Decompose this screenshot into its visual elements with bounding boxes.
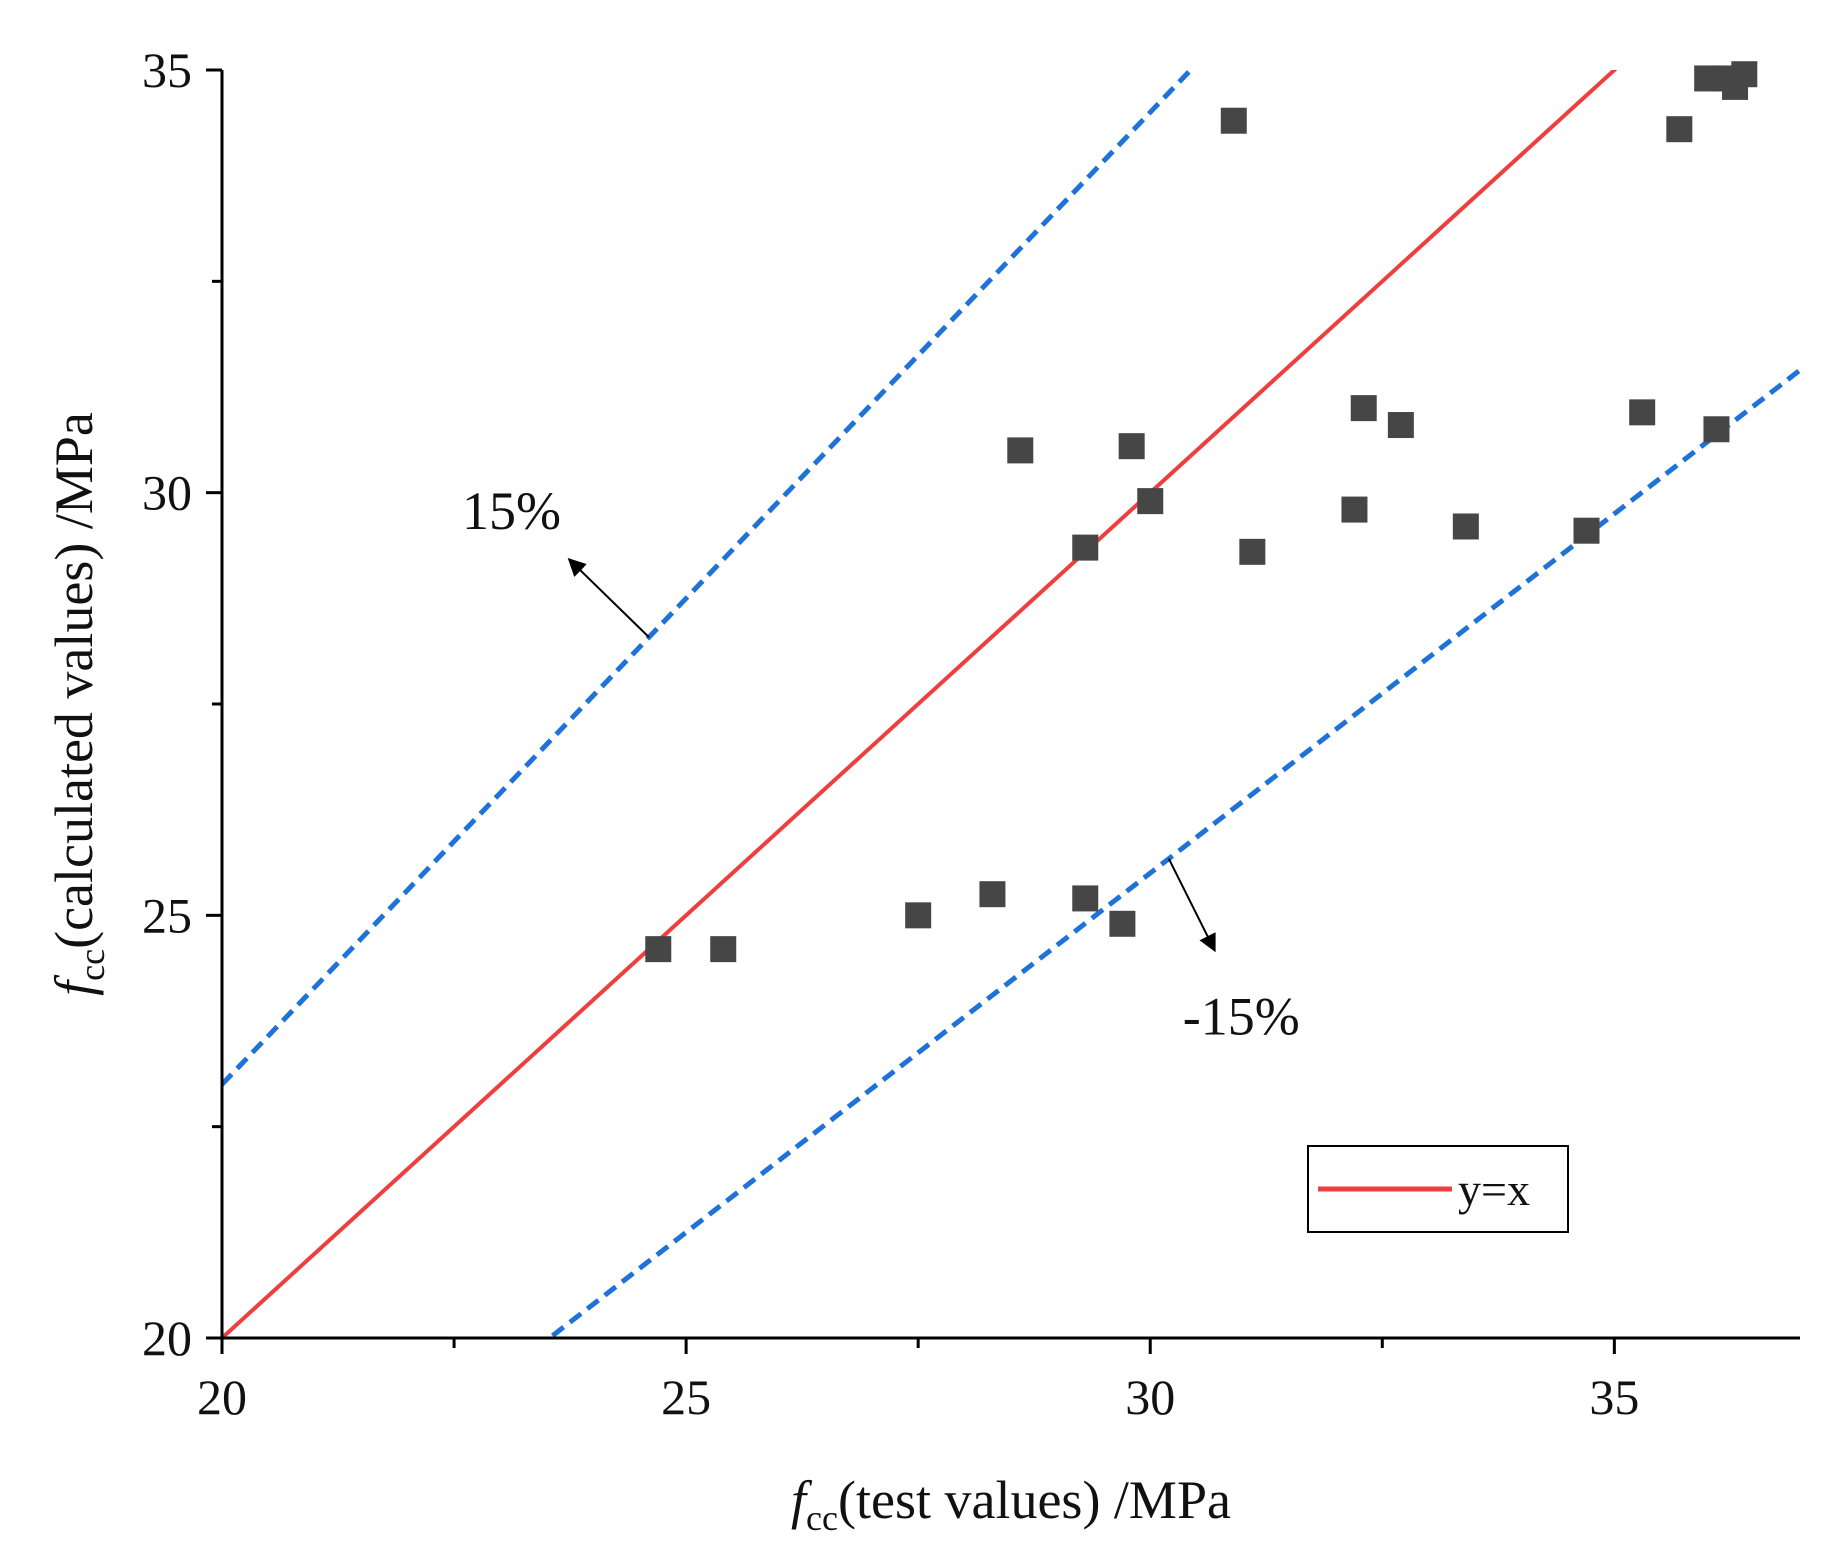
- reference-lines: [222, 70, 1800, 1338]
- identity-line: [222, 70, 1618, 1338]
- data-point: [710, 936, 737, 963]
- x-tick-label: 20: [197, 1369, 247, 1425]
- y-axis-title: fcc(calculated values) /MPa: [44, 412, 112, 996]
- y-axis-title-text: (calculated values) /MPa: [44, 412, 104, 949]
- data-points: [645, 61, 1758, 963]
- data-point: [1350, 395, 1377, 422]
- x-tick-label: 25: [661, 1369, 711, 1425]
- data-point: [1109, 910, 1136, 937]
- data-point: [1387, 412, 1414, 439]
- axes: 20 25 30 35 20 25 30 35: [142, 42, 1800, 1425]
- annotation-lower-arrow: [1167, 858, 1216, 953]
- x-tick-label: 30: [1125, 1369, 1175, 1425]
- data-point: [1239, 538, 1266, 565]
- data-point: [1341, 496, 1368, 523]
- x-axis-title-subscript: cc: [806, 1498, 838, 1538]
- annotation-lower-label: -15%: [1183, 987, 1300, 1047]
- data-point: [979, 881, 1006, 908]
- y-axis-title-subscript: cc: [72, 949, 112, 981]
- data-point: [1629, 399, 1656, 426]
- y-tick-label: 25: [142, 887, 192, 943]
- y-axis-ticks: 20 25 30 35: [142, 42, 222, 1366]
- y-tick-label: 20: [142, 1310, 192, 1366]
- data-point: [645, 936, 672, 963]
- annotation-lower: -15%: [1167, 858, 1300, 1047]
- data-point: [1731, 61, 1758, 88]
- data-point: [1072, 885, 1099, 912]
- x-axis-title-text: (test values) /MPa: [838, 1470, 1231, 1530]
- data-point: [1137, 488, 1164, 515]
- data-point: [1452, 513, 1479, 540]
- legend-label-identity: y=x: [1458, 1164, 1530, 1215]
- upper-bound-line: [222, 70, 1195, 1087]
- lower-bound-line: [545, 368, 1800, 1338]
- data-point: [1220, 107, 1247, 134]
- y-tick-label: 35: [142, 42, 192, 98]
- data-point: [1666, 116, 1693, 143]
- data-point: [905, 902, 932, 929]
- x-axis-ticks: 20 25 30 35: [197, 1338, 1639, 1425]
- annotation-upper-arrow: [567, 557, 650, 638]
- legend: y=x: [1307, 1145, 1569, 1233]
- data-point: [1118, 433, 1145, 460]
- x-tick-label: 35: [1589, 1369, 1639, 1425]
- data-point: [1703, 416, 1730, 443]
- data-point: [1007, 437, 1034, 464]
- data-point: [1072, 534, 1099, 561]
- annotation-upper-label: 15%: [462, 481, 561, 541]
- y-tick-label: 30: [142, 465, 192, 521]
- annotation-upper: 15%: [462, 481, 650, 638]
- x-axis-title: fcc(test values) /MPa: [791, 1470, 1231, 1538]
- data-point: [1573, 517, 1600, 544]
